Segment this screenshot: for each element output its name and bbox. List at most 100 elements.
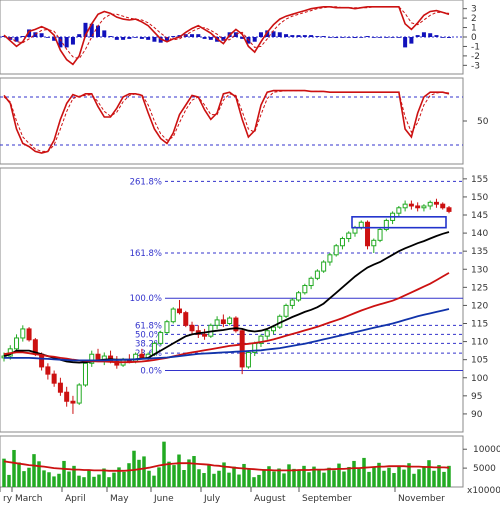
macd-y-tick-label: 3 bbox=[471, 5, 477, 15]
macd-histogram-bar bbox=[271, 31, 276, 37]
volume-bar bbox=[422, 466, 426, 487]
macd-histogram-bar bbox=[409, 37, 414, 44]
volume-bar bbox=[392, 473, 396, 487]
volume-bar bbox=[297, 470, 301, 487]
volume-bar bbox=[362, 457, 366, 487]
macd-histogram-bar bbox=[277, 32, 282, 37]
macd-histogram-bar bbox=[164, 37, 169, 41]
macd-histogram-bar bbox=[64, 37, 69, 48]
volume-bar bbox=[72, 465, 76, 487]
macd-histogram-bar bbox=[102, 30, 107, 37]
volume-bar bbox=[272, 471, 276, 487]
candle-body bbox=[327, 254, 333, 263]
candle-body bbox=[245, 351, 251, 368]
resistance-box bbox=[351, 216, 447, 229]
macd-histogram-bar bbox=[158, 37, 163, 43]
candle-body bbox=[271, 326, 277, 332]
macd-histogram-bar bbox=[415, 35, 420, 37]
fibonacci-level-label: 261.8% bbox=[130, 177, 162, 187]
candle-body bbox=[45, 366, 51, 375]
macd-histogram-bar bbox=[108, 36, 113, 37]
volume-bar bbox=[52, 476, 56, 487]
volume-bar bbox=[337, 463, 341, 487]
volume-bar bbox=[217, 470, 221, 487]
macd-histogram-bar bbox=[83, 22, 88, 37]
oscillator-signal-line bbox=[3, 90, 450, 152]
oscillator-line bbox=[3, 89, 450, 154]
candle-body bbox=[183, 312, 189, 326]
candle-body bbox=[70, 400, 76, 404]
candle-body bbox=[296, 292, 302, 301]
macd-histogram-bar bbox=[378, 37, 383, 38]
candle-body bbox=[139, 353, 145, 359]
candle-body bbox=[170, 308, 176, 323]
macd-histogram-bar bbox=[127, 37, 132, 39]
volume-bar bbox=[82, 477, 86, 487]
volume-bar bbox=[132, 450, 136, 487]
volume-bar bbox=[447, 465, 451, 487]
macd-histogram-bar bbox=[296, 35, 301, 37]
price-y-tick-label: 110 bbox=[471, 338, 488, 348]
volume-bar bbox=[257, 474, 261, 487]
volume-bar bbox=[267, 466, 271, 487]
candle-body bbox=[220, 319, 226, 325]
macd-histogram-bar bbox=[265, 30, 270, 37]
macd-histogram-bar bbox=[447, 37, 451, 38]
candle-body bbox=[383, 219, 389, 230]
candle-body bbox=[396, 207, 402, 214]
volume-bar bbox=[407, 463, 411, 487]
macd-histogram-bar bbox=[390, 37, 395, 38]
macd-histogram-bar bbox=[340, 37, 345, 38]
price-y-tick-label: 140 bbox=[471, 229, 488, 239]
candle-body bbox=[302, 285, 308, 294]
volume-bar bbox=[367, 471, 371, 487]
volume-bar bbox=[12, 449, 16, 487]
volume-bar bbox=[27, 467, 31, 487]
macd-histogram-bar bbox=[334, 37, 339, 38]
price-y-tick-label: 125 bbox=[471, 283, 488, 293]
macd-histogram-bar bbox=[365, 36, 370, 37]
volume-bar bbox=[92, 476, 96, 487]
macd-histogram-bar bbox=[52, 37, 57, 41]
macd-histogram-bar bbox=[384, 37, 389, 38]
macd-histogram-bar bbox=[208, 37, 213, 40]
macd-histogram-bar bbox=[252, 37, 257, 42]
fibonacci-level-label: 100.0% bbox=[130, 294, 162, 304]
macd-histogram-bar bbox=[327, 37, 332, 38]
macd-histogram-bar bbox=[309, 35, 314, 37]
volume-bar bbox=[112, 472, 116, 487]
month-label: April bbox=[65, 494, 86, 504]
fibonacci-level-label: 50.0% bbox=[135, 330, 162, 340]
macd-signal-line bbox=[3, 6, 450, 60]
candlesticks bbox=[1, 198, 452, 414]
volume-bar bbox=[372, 467, 376, 487]
candle-body bbox=[415, 205, 421, 209]
macd-histogram-bar bbox=[428, 33, 433, 37]
candle-body bbox=[176, 308, 182, 314]
price-ma-blue-line bbox=[4, 308, 450, 362]
fibonacci-level-label: 161.8% bbox=[130, 249, 162, 259]
candle-body bbox=[427, 201, 433, 207]
volume-bar bbox=[317, 470, 321, 487]
macd-histogram-bar bbox=[371, 37, 376, 38]
volume-bar bbox=[247, 468, 251, 487]
volume-bar bbox=[67, 471, 71, 487]
volume-bar bbox=[292, 468, 296, 487]
macd-histogram-bar bbox=[121, 37, 126, 40]
volume-bar bbox=[417, 469, 421, 487]
volume-bar bbox=[137, 459, 141, 487]
macd-histogram-bar bbox=[77, 34, 82, 37]
volume-bar bbox=[187, 459, 191, 487]
volume-bar bbox=[117, 467, 121, 487]
candle-body bbox=[346, 232, 352, 240]
candle-body bbox=[358, 221, 364, 229]
volume-bar bbox=[207, 464, 211, 487]
candle-body bbox=[227, 317, 233, 325]
volume-bar bbox=[22, 471, 26, 487]
macd-line bbox=[3, 6, 450, 66]
macd-histogram-bar bbox=[27, 29, 32, 37]
macd-histogram-bar bbox=[434, 35, 439, 37]
candle-body bbox=[289, 299, 295, 306]
candle-body bbox=[377, 228, 383, 241]
macd-histogram-bar bbox=[302, 35, 307, 37]
